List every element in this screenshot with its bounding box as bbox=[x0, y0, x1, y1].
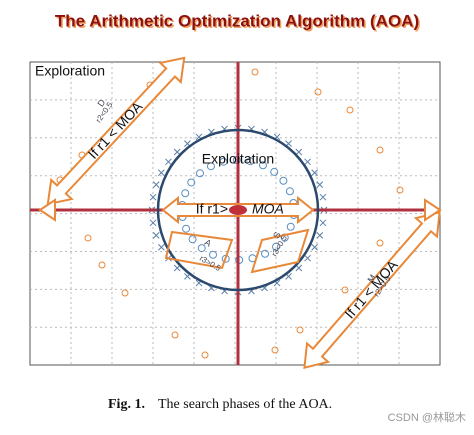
orange-point bbox=[171, 331, 179, 339]
cross-point bbox=[149, 193, 157, 201]
orange-point bbox=[98, 261, 106, 269]
orange-point bbox=[376, 239, 384, 247]
cross-point bbox=[319, 219, 327, 227]
blue-point bbox=[261, 249, 270, 258]
blue-point bbox=[271, 242, 280, 251]
cross-point bbox=[165, 158, 172, 166]
cross-point bbox=[149, 219, 157, 227]
center-right-label: MOA bbox=[252, 201, 284, 217]
blue-point bbox=[182, 224, 191, 233]
orange-point bbox=[121, 289, 129, 297]
orange-point bbox=[376, 146, 384, 154]
orange-point bbox=[271, 346, 279, 354]
arrow bbox=[303, 210, 441, 370]
region-a bbox=[164, 230, 234, 270]
caption-label: Fig. 1. bbox=[108, 397, 145, 412]
blue-point bbox=[285, 187, 294, 196]
orange-point bbox=[314, 88, 322, 96]
center-point bbox=[229, 205, 247, 215]
blue-point bbox=[258, 161, 267, 170]
arrow-head bbox=[424, 198, 442, 222]
orange-point bbox=[84, 234, 92, 242]
blue-point bbox=[206, 162, 215, 171]
arrow-head bbox=[38, 198, 56, 222]
arrow bbox=[46, 56, 186, 206]
orange-point bbox=[201, 351, 209, 359]
cross-point bbox=[316, 231, 324, 239]
blue-point bbox=[187, 178, 196, 187]
region-label: S bbox=[271, 230, 283, 240]
blue-point bbox=[270, 167, 279, 176]
blue-point bbox=[181, 189, 190, 198]
grid bbox=[30, 62, 440, 365]
blue-point bbox=[219, 157, 228, 166]
orange-point bbox=[296, 326, 304, 334]
cross-point bbox=[158, 169, 165, 177]
cross-point bbox=[316, 181, 324, 189]
cross-point bbox=[311, 169, 318, 177]
cross-point bbox=[304, 254, 311, 262]
cross-point bbox=[319, 193, 327, 201]
orange-point bbox=[396, 186, 404, 194]
exploitation-label: Exploitation bbox=[202, 151, 274, 167]
region-label: D bbox=[95, 97, 107, 108]
exploration-label: Exploration bbox=[35, 63, 105, 79]
blue-point bbox=[279, 176, 288, 185]
blue-point bbox=[196, 169, 205, 178]
region-label: A bbox=[203, 237, 213, 249]
center-left-label: If r1> bbox=[196, 201, 228, 217]
orange-point bbox=[251, 68, 259, 76]
exploitation-circle bbox=[156, 128, 320, 292]
blue-point bbox=[197, 244, 206, 253]
region-s bbox=[250, 228, 310, 274]
orange-point bbox=[341, 286, 349, 294]
region-label: M bbox=[365, 273, 377, 285]
caption-text: The search phases of the AOA. bbox=[158, 397, 332, 412]
blue-point bbox=[188, 235, 197, 244]
title-shadow: The Arithmetic Optimization Algorithm (A… bbox=[56, 13, 420, 32]
cross-point bbox=[152, 181, 160, 189]
blue-point bbox=[209, 250, 218, 259]
cross-point bbox=[304, 158, 311, 166]
blue-point bbox=[286, 222, 295, 231]
cross-point bbox=[311, 243, 318, 251]
orange-point bbox=[346, 106, 354, 114]
blue-point bbox=[246, 157, 255, 166]
watermark: CSDN @林聪木 bbox=[388, 410, 466, 424]
cross-point bbox=[158, 243, 165, 251]
cross-point bbox=[152, 231, 160, 239]
title: The Arithmetic Optimization Algorithm (A… bbox=[55, 11, 419, 30]
